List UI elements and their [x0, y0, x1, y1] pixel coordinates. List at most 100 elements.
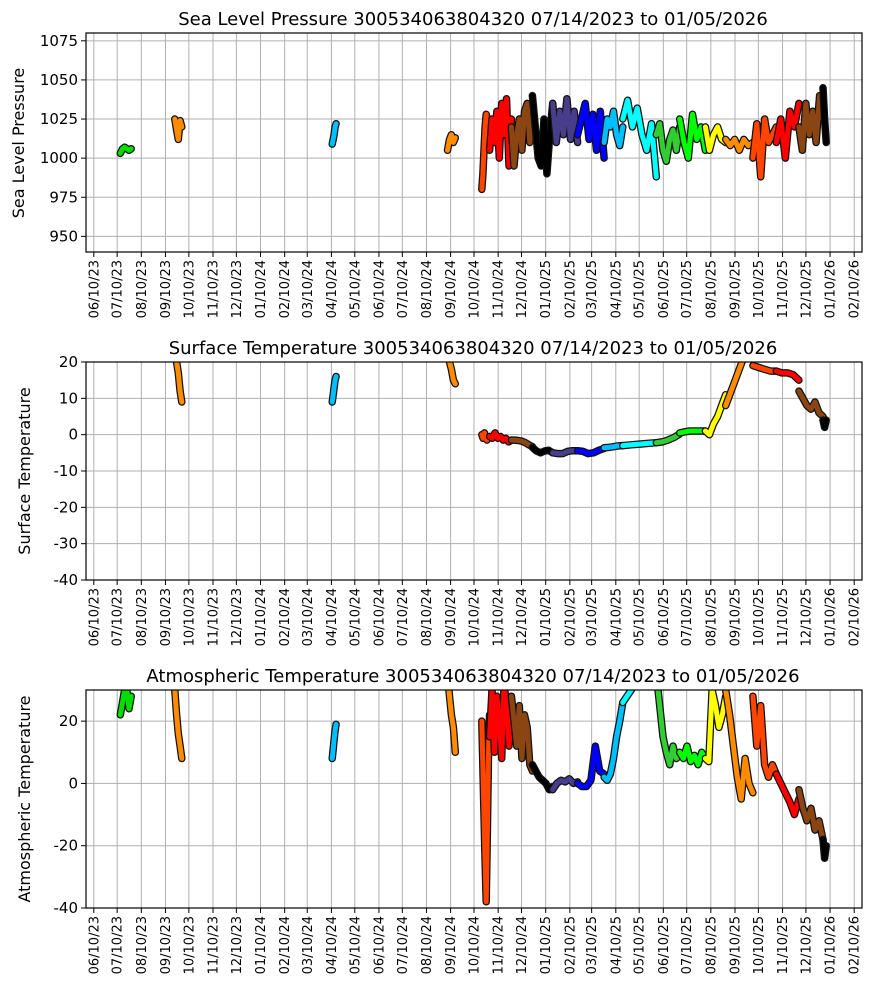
series-line-segment-17	[773, 771, 802, 818]
x-tick-label: 08/10/25	[704, 588, 719, 646]
series-line-segment-10	[601, 108, 626, 149]
x-tick-label: 04/10/24	[325, 260, 340, 318]
y-tick-label: 0	[68, 426, 78, 444]
series-line-segment-12	[655, 690, 683, 768]
x-tick-label: 08/10/23	[135, 588, 150, 646]
series-line-segment-19	[820, 85, 829, 145]
x-tick-label: 06/10/25	[657, 916, 672, 974]
x-tick-label: 02/10/25	[563, 916, 578, 974]
series-line-segment-6	[508, 437, 535, 450]
series-line-segment-0	[117, 690, 134, 718]
x-tick-label: 08/10/23	[135, 916, 150, 974]
x-tick-label: 02/10/25	[563, 588, 578, 646]
x-tick-label: 07/10/25	[680, 588, 695, 646]
series-line-segment-5	[487, 690, 514, 761]
series-line-segment-17	[773, 368, 802, 383]
x-tick-label: 05/10/25	[633, 916, 648, 974]
y-axis-label: Sea Level Pressure	[9, 68, 28, 219]
x-tick-label: 06/10/24	[372, 260, 387, 318]
series-line-segment-8	[550, 776, 581, 793]
x-tick-label: 01/10/24	[254, 588, 269, 646]
x-tick-label: 06/10/24	[372, 916, 387, 974]
x-tick-label: 10/10/25	[752, 916, 767, 974]
y-tick-label: 1000	[40, 149, 78, 167]
x-tick-label: 07/10/24	[396, 260, 411, 318]
x-tick-label: 09/10/24	[444, 588, 459, 646]
x-tick-label: 03/10/25	[585, 260, 600, 318]
series-line-segment-9	[575, 743, 607, 789]
series-line-segment-18	[796, 388, 826, 419]
y-tick-label: 1075	[40, 32, 78, 50]
x-tick-label: 05/10/25	[633, 588, 648, 646]
series-group	[172, 362, 830, 458]
series-line-segment-11	[620, 97, 659, 180]
y-tick-label: -40	[54, 899, 79, 917]
series-line-segment-0	[117, 144, 134, 156]
x-tick-label: 03/10/24	[301, 260, 316, 318]
series-line-segment-18	[796, 787, 826, 842]
x-tick-label: 01/10/26	[824, 588, 839, 646]
series-line-segment-15	[723, 362, 745, 409]
x-tick-label: 08/10/24	[420, 588, 435, 646]
x-tick-label: 11/10/25	[776, 916, 791, 974]
x-tick-label: 01/10/26	[824, 260, 839, 318]
y-axis-label: Surface Temperature	[15, 387, 34, 554]
x-tick-label: 11/10/25	[776, 260, 791, 318]
x-tick-label: 08/10/25	[704, 260, 719, 318]
x-tick-label: 11/10/24	[492, 260, 507, 318]
x-tick-label: 07/10/23	[111, 260, 126, 318]
x-tick-label: 01/10/26	[824, 916, 839, 974]
series-line-segment-14	[702, 690, 729, 765]
x-tick-label: 07/10/23	[111, 588, 126, 646]
x-tick-label: 10/10/23	[182, 588, 197, 646]
x-tick-label: 08/10/25	[704, 916, 719, 974]
y-tick-label: -10	[54, 462, 79, 480]
x-tick-label: 10/10/23	[182, 260, 197, 318]
y-tick-label: 975	[49, 188, 78, 206]
series-line-segment-3	[446, 690, 458, 755]
y-tick-label: -20	[54, 837, 79, 855]
x-tick-label: 05/10/25	[633, 260, 648, 318]
x-tick-label: 09/10/23	[159, 260, 174, 318]
chart-title: Atmospheric Temperature 300534063804320 …	[146, 666, 799, 687]
x-tick-label: 02/10/26	[848, 588, 863, 646]
x-tick-label: 05/10/24	[348, 260, 363, 318]
x-tick-label: 01/10/25	[539, 916, 554, 974]
x-tick-label: 12/10/24	[515, 588, 530, 646]
x-tick-label: 12/10/23	[230, 260, 245, 318]
x-tick-label: 02/10/24	[278, 916, 293, 974]
x-tick-label: 12/10/24	[515, 260, 530, 318]
series-line-segment-1	[172, 690, 185, 761]
x-tick-label: 10/10/25	[752, 588, 767, 646]
plot-area: -40 -30 -20 -10 0 10 20 06/10/23 07/10/23 08/10/2…	[54, 353, 863, 646]
x-tick-label: 02/10/24	[278, 588, 293, 646]
series-line-segment-16	[750, 116, 779, 180]
x-tick-label: 09/10/25	[729, 588, 744, 646]
plot-area: 950 975 1000 1025 1050 1075 06/10/23 07/10/23 08…	[40, 32, 863, 319]
x-tick-label: 08/10/23	[135, 260, 150, 318]
series-line-segment-4	[479, 712, 493, 905]
x-tick-label: 12/10/25	[799, 260, 814, 318]
series-group	[116, 84, 830, 194]
x-tick-label: 09/10/24	[444, 260, 459, 318]
y-tick-label: 1025	[40, 110, 78, 128]
x-tick-label: 07/10/25	[680, 260, 695, 318]
x-tick-label: 06/10/24	[372, 588, 387, 646]
x-tick-label: 03/10/25	[585, 916, 600, 974]
series-line-segment-10	[601, 700, 626, 783]
y-tick-label: -20	[54, 498, 79, 516]
x-tick-label: 06/10/23	[87, 588, 102, 646]
x-tick-label: 12/10/23	[230, 916, 245, 974]
x-tick-label: 04/10/25	[609, 588, 624, 646]
series-line-segment-8	[550, 96, 581, 145]
x-tick-label: 09/10/24	[444, 916, 459, 974]
x-tick-label: 06/10/23	[87, 260, 102, 318]
series-line-segment-12	[653, 121, 683, 164]
y-axis-label: Atmospheric Temperature	[15, 695, 34, 902]
series-line-segment-14	[702, 392, 729, 438]
x-tick-label: 08/10/24	[420, 260, 435, 318]
series-line-segment-13	[677, 428, 708, 436]
series-line-segment-1	[174, 362, 185, 405]
x-tick-label: 11/10/23	[206, 588, 221, 646]
